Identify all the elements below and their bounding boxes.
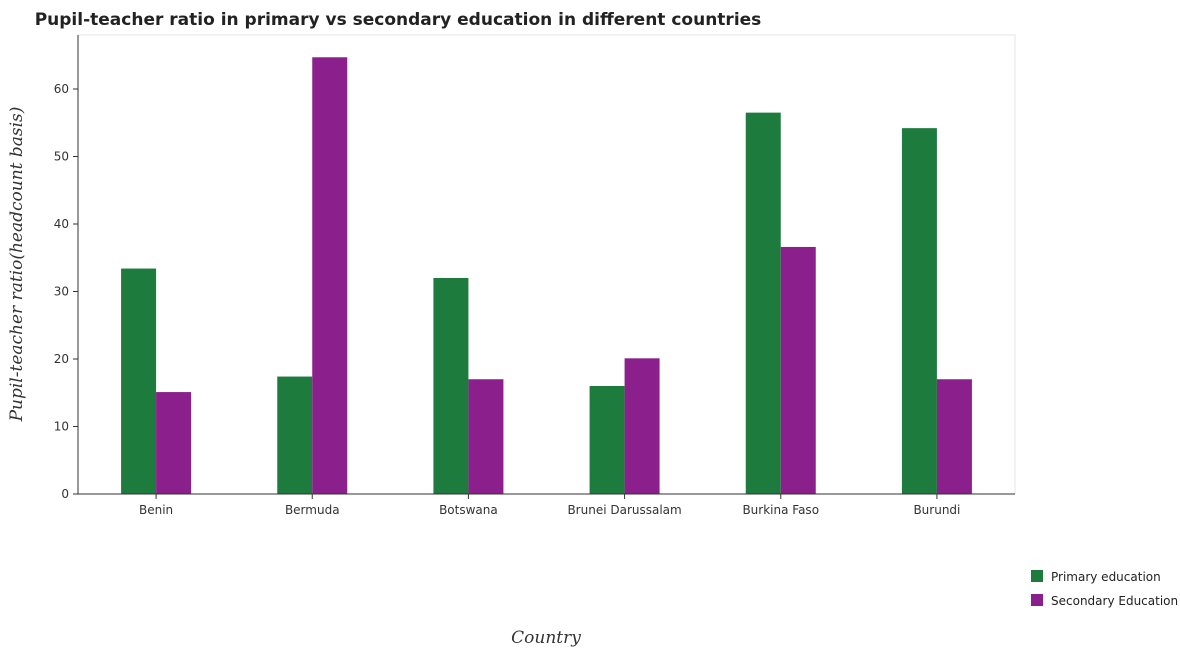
x-tick-label: Benin	[139, 503, 173, 517]
y-ticks: 0 10 20 30 40 50 60	[54, 82, 78, 501]
y-tick-label: 30	[54, 285, 69, 299]
bar-secondary-bermuda	[312, 57, 348, 495]
legend-label-secondary: Secondary Education	[1051, 594, 1178, 608]
plot-background	[77, 34, 1016, 495]
legend-swatch-primary	[1031, 570, 1043, 582]
y-tick-label: 40	[54, 217, 69, 231]
x-tick-label: Bermuda	[285, 503, 340, 517]
y-tick-label: 60	[54, 82, 69, 96]
bar-secondary-brunei-darussalam	[624, 358, 660, 494]
bar-secondary-burkina-faso	[780, 246, 816, 494]
bar-primary-benin	[121, 268, 157, 494]
bar-secondary-botswana	[468, 379, 504, 494]
x-tick-label: Burkina Faso	[742, 503, 819, 517]
x-ticks: Benin Bermuda Botswana Brunei Darussalam Bur…	[139, 494, 960, 517]
x-tick-label: Burundi	[913, 503, 960, 517]
x-tick-label: Brunei Darussalam	[567, 503, 681, 517]
y-tick-label: 20	[54, 352, 69, 366]
x-axis-title: Country	[511, 628, 581, 648]
legend-label-primary: Primary education	[1051, 570, 1161, 584]
legend: Primary education Secondary Education	[1031, 570, 1178, 608]
legend-swatch-secondary	[1031, 594, 1043, 606]
bar-primary-burkina-faso	[745, 112, 781, 494]
bar-secondary-benin	[156, 392, 192, 494]
bar-primary-brunei-darussalam	[589, 386, 625, 494]
chart-title: Pupil-teacher ratio in primary vs second…	[35, 10, 762, 30]
x-tick-label: Botswana	[439, 503, 498, 517]
y-axis-title: Pupil-teacher ratio(headcount basis)	[7, 107, 27, 423]
y-tick-label: 50	[54, 150, 69, 164]
bar-primary-burundi	[901, 128, 937, 494]
y-tick-label: 0	[61, 487, 69, 501]
bar-primary-botswana	[433, 278, 469, 494]
bar-primary-bermuda	[277, 376, 313, 494]
bar-secondary-burundi	[936, 379, 972, 494]
y-tick-label: 10	[54, 420, 69, 434]
bars-group	[121, 57, 972, 495]
